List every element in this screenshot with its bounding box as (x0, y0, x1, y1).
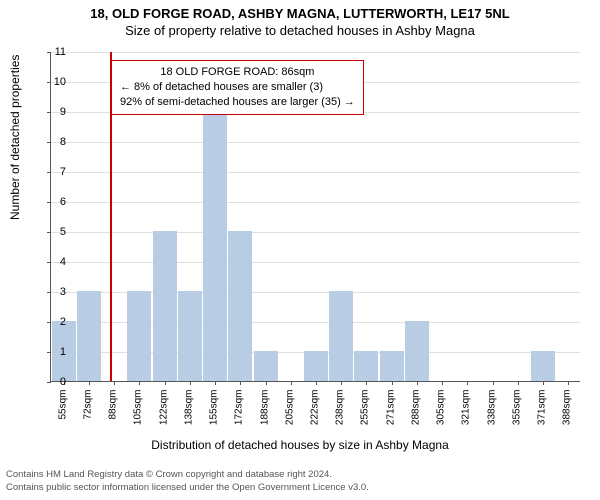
xtick-label: 188sqm (259, 390, 270, 440)
footer-line1: Contains HM Land Registry data © Crown c… (6, 469, 369, 481)
xtick-label: 88sqm (108, 390, 119, 440)
xtick-mark (266, 381, 267, 385)
xtick-mark (215, 381, 216, 385)
ytick-label: 1 (46, 346, 66, 358)
histogram-bar (380, 351, 404, 381)
chart-title-line1: 18, OLD FORGE ROAD, ASHBY MAGNA, LUTTERW… (0, 0, 600, 21)
annotation-box: 18 OLD FORGE ROAD: 86sqm← 8% of detached… (111, 60, 364, 115)
xtick-mark (568, 381, 569, 385)
annotation-line: 92% of semi-detached houses are larger (… (120, 95, 355, 110)
y-axis-label: Number of detached properties (8, 55, 22, 220)
ytick-label: 0 (46, 376, 66, 388)
gridline (51, 232, 580, 233)
ytick-label: 11 (46, 46, 66, 58)
ytick-label: 9 (46, 106, 66, 118)
xtick-mark (518, 381, 519, 385)
xtick-label: 138sqm (183, 390, 194, 440)
gridline (51, 142, 580, 143)
histogram-bar (354, 351, 378, 381)
histogram-bar (178, 291, 202, 381)
xtick-label: 222sqm (310, 390, 321, 440)
ytick-label: 3 (46, 286, 66, 298)
annotation-line: 18 OLD FORGE ROAD: 86sqm (120, 65, 355, 80)
xtick-label: 105sqm (133, 390, 144, 440)
xtick-mark (291, 381, 292, 385)
ytick-label: 10 (46, 76, 66, 88)
xtick-label: 205sqm (284, 390, 295, 440)
xtick-mark (165, 381, 166, 385)
xtick-label: 255sqm (360, 390, 371, 440)
x-axis-label: Distribution of detached houses by size … (0, 438, 600, 452)
xtick-label: 288sqm (410, 390, 421, 440)
xtick-label: 238sqm (335, 390, 346, 440)
ytick-label: 4 (46, 256, 66, 268)
gridline (51, 202, 580, 203)
xtick-label: 305sqm (436, 390, 447, 440)
xtick-mark (190, 381, 191, 385)
xtick-label: 371sqm (537, 390, 548, 440)
xtick-label: 172sqm (234, 390, 245, 440)
xtick-mark (442, 381, 443, 385)
xtick-mark (392, 381, 393, 385)
xtick-mark (89, 381, 90, 385)
histogram-bar (405, 321, 429, 381)
xtick-mark (366, 381, 367, 385)
ytick-label: 5 (46, 226, 66, 238)
plot-area: 18 OLD FORGE ROAD: 86sqm← 8% of detached… (50, 52, 580, 382)
xtick-mark (493, 381, 494, 385)
histogram-bar (254, 351, 278, 381)
histogram-bar (77, 291, 101, 381)
footer-attribution: Contains HM Land Registry data © Crown c… (6, 469, 369, 494)
xtick-label: 55sqm (57, 390, 68, 440)
xtick-mark (139, 381, 140, 385)
chart-title-line2: Size of property relative to detached ho… (0, 21, 600, 38)
xtick-mark (467, 381, 468, 385)
chart-container: 18, OLD FORGE ROAD, ASHBY MAGNA, LUTTERW… (0, 0, 600, 500)
xtick-label: 388sqm (562, 390, 573, 440)
xtick-label: 155sqm (209, 390, 220, 440)
gridline (51, 172, 580, 173)
histogram-bar (304, 351, 328, 381)
xtick-label: 72sqm (82, 390, 93, 440)
xtick-mark (341, 381, 342, 385)
xtick-mark (543, 381, 544, 385)
xtick-mark (240, 381, 241, 385)
gridline (51, 52, 580, 53)
ytick-label: 2 (46, 316, 66, 328)
histogram-bar (153, 231, 177, 381)
histogram-bar (228, 231, 252, 381)
histogram-bar (329, 291, 353, 381)
xtick-label: 321sqm (461, 390, 472, 440)
xtick-mark (114, 381, 115, 385)
xtick-label: 338sqm (486, 390, 497, 440)
footer-line2: Contains public sector information licen… (6, 482, 369, 494)
histogram-bar (127, 291, 151, 381)
ytick-label: 8 (46, 136, 66, 148)
xtick-label: 355sqm (511, 390, 522, 440)
ytick-label: 6 (46, 196, 66, 208)
xtick-label: 122sqm (158, 390, 169, 440)
histogram-bar (531, 351, 555, 381)
gridline (51, 262, 580, 263)
xtick-label: 271sqm (385, 390, 396, 440)
xtick-mark (417, 381, 418, 385)
histogram-bar (203, 111, 227, 381)
xtick-mark (316, 381, 317, 385)
ytick-label: 7 (46, 166, 66, 178)
annotation-line: ← 8% of detached houses are smaller (3) (120, 80, 355, 95)
